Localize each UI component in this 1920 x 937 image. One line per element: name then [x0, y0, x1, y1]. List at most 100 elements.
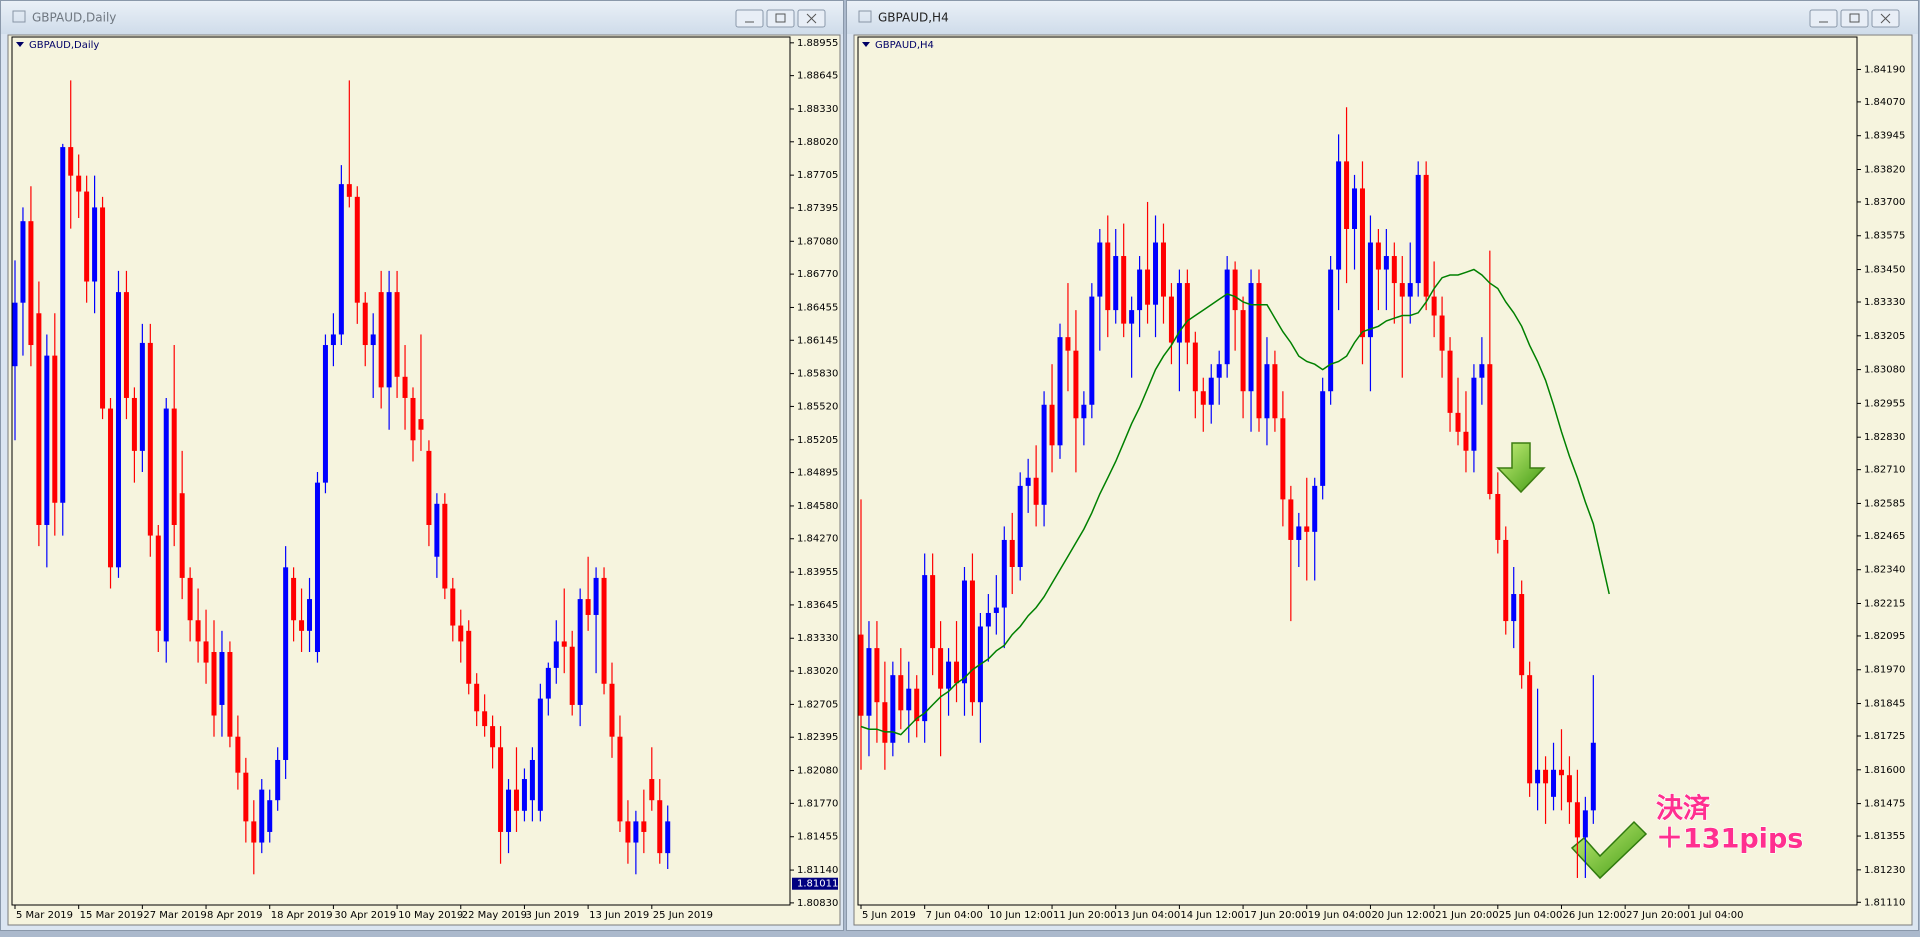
candle-body: [1582, 810, 1588, 838]
y-tick-label: 1.84070: [1864, 97, 1905, 108]
y-tick-label: 1.88330: [797, 104, 838, 115]
candle-body: [28, 221, 34, 346]
candle-body: [561, 641, 567, 647]
candle-body: [394, 292, 400, 377]
y-tick-label: 1.81725: [1864, 731, 1905, 742]
y-tick-label: 1.83020: [797, 666, 838, 677]
candle-body: [92, 207, 98, 282]
candle-body: [1320, 391, 1326, 486]
candle-body: [1200, 391, 1206, 405]
y-tick-label: 1.82705: [797, 699, 838, 710]
candle-body: [641, 821, 647, 832]
annotation: ＋131pips: [1656, 824, 1803, 855]
window-buttons[interactable]: [735, 9, 826, 28]
candle-body: [1558, 769, 1564, 776]
candle-body: [1129, 310, 1135, 324]
candle-body: [1407, 283, 1413, 297]
y-tick-label: 1.86770: [797, 269, 838, 280]
candle-body: [625, 821, 631, 843]
candle-body: [36, 313, 42, 525]
candle-body: [1479, 364, 1485, 378]
y-tick-label: 1.84270: [797, 534, 838, 545]
x-tick-label: 5 Mar 2019: [16, 910, 73, 921]
candle-body: [115, 292, 121, 568]
price-box: [792, 877, 838, 890]
x-tick-label: 5 Jun 2019: [862, 910, 916, 921]
candle-body: [108, 408, 114, 568]
x-tick-label: 22 May 2019: [462, 910, 527, 921]
candle-body: [402, 376, 408, 398]
x-tick-label: 26 Jun 12:00: [1562, 910, 1626, 921]
candle-body: [1160, 242, 1166, 297]
candle-body: [1471, 377, 1477, 451]
candle-body: [1137, 269, 1143, 311]
title-bar: [847, 1, 1918, 34]
y-tick-label: 1.82465: [1864, 531, 1905, 542]
candle-body: [906, 688, 912, 711]
y-tick-label: 1.83205: [1864, 331, 1905, 342]
minimize-button[interactable]: [1809, 9, 1838, 28]
candle-body: [569, 646, 575, 705]
window-title: GBPAUD,Daily: [32, 11, 116, 25]
candle-body: [370, 334, 376, 346]
candle-body: [1391, 256, 1397, 284]
candle-body: [521, 779, 527, 811]
y-tick-label: 1.86145: [797, 335, 838, 346]
candle-body: [171, 408, 177, 525]
y-tick-label: 1.81110: [1864, 897, 1905, 908]
candle-body: [1264, 364, 1270, 419]
y-tick-label: 1.81355: [1864, 831, 1905, 842]
x-tick-label: 14 Jun 12:00: [1180, 910, 1244, 921]
candle-body: [537, 698, 543, 811]
candle-body: [898, 675, 904, 711]
candle-body: [1551, 769, 1557, 797]
candle-body: [20, 221, 26, 303]
y-tick-label: 1.85830: [797, 369, 838, 380]
maximize-button[interactable]: [766, 9, 795, 28]
x-tick-label: 21 Jun 20:00: [1435, 910, 1499, 921]
y-tick-label: 1.81140: [797, 865, 838, 876]
candle-body: [450, 588, 456, 626]
maximize-button[interactable]: [1840, 9, 1869, 28]
candle-body: [914, 688, 920, 722]
title-bar: [1, 1, 843, 34]
candle-body: [1192, 342, 1198, 392]
candle-body: [163, 408, 169, 642]
candle-body: [283, 567, 289, 760]
candle-body: [434, 503, 440, 557]
candle-body: [649, 779, 655, 801]
candle-body: [1009, 539, 1015, 567]
candle-body: [954, 661, 960, 684]
candle-body: [1057, 337, 1063, 446]
y-tick-label: 1.83945: [1864, 131, 1905, 142]
chart-header: GBPAUD,H4: [875, 40, 934, 51]
candle-body: [139, 342, 145, 451]
candle-body: [1248, 283, 1254, 392]
candle-body: [84, 191, 90, 282]
candle-body: [235, 736, 241, 773]
candle-body: [617, 736, 623, 822]
candle-body: [68, 147, 74, 176]
y-tick-label: 1.82585: [1864, 498, 1905, 509]
y-tick-label: 1.82095: [1864, 631, 1905, 642]
candle-body: [482, 711, 488, 727]
candle-body: [123, 292, 129, 398]
minimize-button[interactable]: [735, 9, 764, 28]
candle-body: [330, 334, 336, 346]
candle-body: [227, 652, 233, 737]
window-buttons[interactable]: [1809, 9, 1900, 28]
candle-body: [1487, 364, 1493, 494]
candle-body: [1367, 242, 1373, 338]
x-tick-label: 1 Jul 04:00: [1690, 910, 1744, 921]
x-tick-label: 7 Jun 04:00: [926, 910, 983, 921]
y-tick-label: 1.87080: [797, 236, 838, 247]
candle-body: [1280, 418, 1286, 500]
candle-body: [211, 652, 217, 716]
y-tick-label: 1.82395: [797, 732, 838, 743]
icon: [775, 13, 786, 23]
y-tick-label: 1.81455: [797, 832, 838, 843]
candle-body: [1455, 412, 1461, 432]
candle-body: [1296, 526, 1302, 540]
moving-average: [860, 268, 1610, 736]
